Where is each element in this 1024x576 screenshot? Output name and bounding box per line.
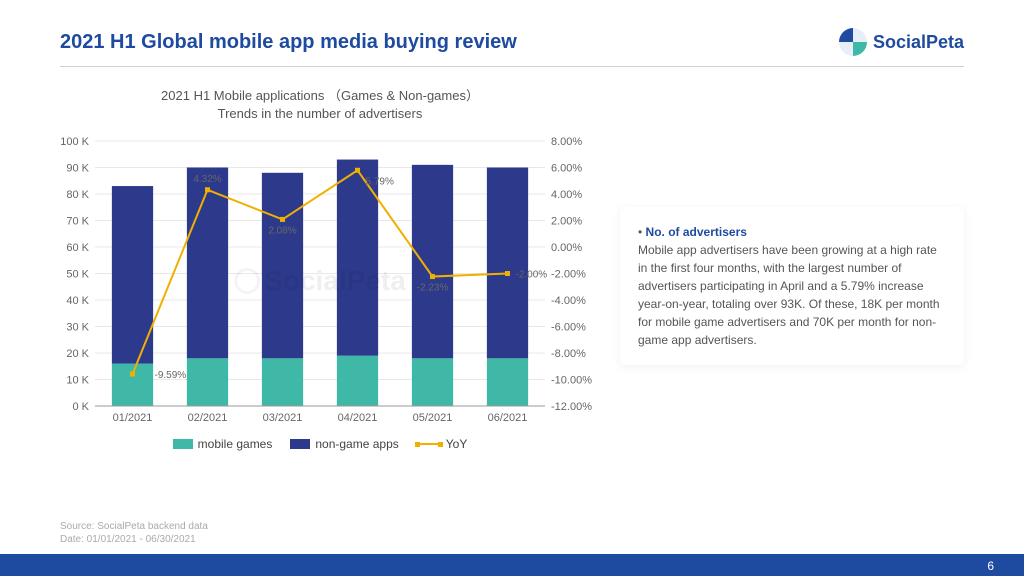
advertisers-chart: 0 K 10 K 20 K 30 K 40 K 50 K 60 K 70 K 80 K 90 K 1… [40, 131, 600, 431]
svg-text:8.00%: 8.00% [551, 136, 582, 148]
callout-title: No. of advertisers [646, 225, 747, 239]
svg-text:-8.00%: -8.00% [551, 348, 586, 360]
svg-text:05/2021: 05/2021 [413, 412, 453, 424]
svg-text:4.00%: 4.00% [551, 189, 582, 201]
svg-text:40 K: 40 K [66, 295, 89, 307]
svg-text:5.79%: 5.79% [366, 177, 394, 188]
svg-text:2.00%: 2.00% [551, 216, 582, 228]
source-note: Source: SocialPeta backend data Date: 01… [60, 520, 208, 546]
svg-text:0.00%: 0.00% [551, 242, 582, 254]
svg-text:-10.00%: -10.00% [551, 375, 592, 387]
callout-body: Mobile app advertisers have been growing… [638, 243, 940, 347]
legend-mobile-games: mobile games [173, 437, 273, 451]
svg-text:02/2021: 02/2021 [188, 412, 228, 424]
chart-legend: mobile games non-game apps YoY [40, 437, 600, 451]
chart-title: 2021 H1 Mobile applications （Games & Non… [40, 87, 600, 123]
svg-text:-2.00%: -2.00% [516, 270, 548, 281]
svg-text:-9.59%: -9.59% [155, 370, 187, 381]
svg-text:2.08%: 2.08% [268, 226, 296, 237]
svg-text:-6.00%: -6.00% [551, 322, 586, 334]
svg-text:-2.00%: -2.00% [551, 269, 586, 281]
svg-text:10 K: 10 K [66, 375, 89, 387]
svg-text:4.32%: 4.32% [193, 174, 221, 185]
svg-text:50 K: 50 K [66, 269, 89, 281]
svg-text:01/2021: 01/2021 [113, 412, 153, 424]
svg-text:06/2021: 06/2021 [488, 412, 528, 424]
svg-text:30 K: 30 K [66, 322, 89, 334]
svg-text:100 K: 100 K [60, 136, 89, 148]
legend-non-game-apps: non-game apps [290, 437, 398, 451]
brand-name: SocialPeta [873, 32, 964, 53]
svg-text:04/2021: 04/2021 [338, 412, 378, 424]
svg-text:-2.23%: -2.23% [417, 283, 449, 294]
page-number: 6 [987, 559, 994, 573]
chart-svg: 0 K 10 K 20 K 30 K 40 K 50 K 60 K 70 K 80 K 90 K 1… [40, 131, 600, 431]
brand-logo: SocialPeta [839, 28, 964, 56]
svg-text:-12.00%: -12.00% [551, 401, 592, 413]
svg-text:6.00%: 6.00% [551, 163, 582, 175]
svg-text:03/2021: 03/2021 [263, 412, 303, 424]
page-title: 2021 H1 Global mobile app media buying r… [60, 31, 517, 54]
footer-bar: 6 [0, 554, 1024, 576]
svg-text:-4.00%: -4.00% [551, 295, 586, 307]
svg-text:60 K: 60 K [66, 242, 89, 254]
legend-yoy: YoY [417, 437, 468, 451]
callout-box: • No. of advertisers Mobile app advertis… [620, 207, 964, 365]
logo-icon [839, 28, 867, 56]
svg-text:20 K: 20 K [66, 348, 89, 360]
svg-text:0 K: 0 K [72, 401, 89, 413]
svg-text:90 K: 90 K [66, 163, 89, 175]
svg-text:70 K: 70 K [66, 216, 89, 228]
svg-text:80 K: 80 K [66, 189, 89, 201]
